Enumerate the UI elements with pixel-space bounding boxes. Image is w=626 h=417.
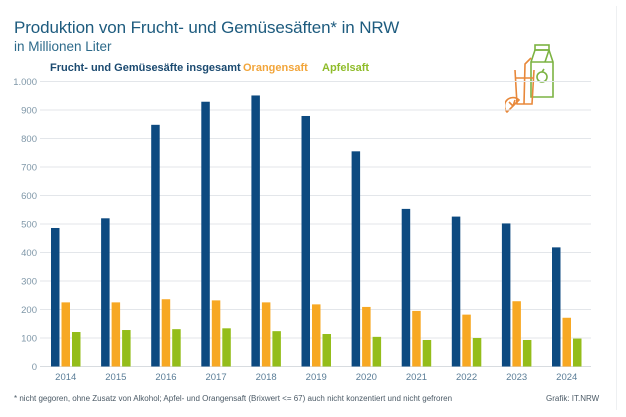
y-tick-label: 1.000: [13, 77, 37, 88]
y-tick-label: 200: [21, 305, 37, 316]
bar-total-2014: [51, 227, 60, 367]
bar-apple-juice-2022: [472, 338, 482, 367]
bar-orange-juice-2020: [362, 306, 371, 367]
bar-total-2022: [451, 216, 461, 367]
bar-total-2018: [251, 95, 260, 367]
x-tick-label: 2023: [506, 372, 527, 383]
x-tick-label: 2024: [556, 372, 577, 383]
x-tick-label: 2015: [105, 372, 126, 383]
y-tick-label: 0: [32, 362, 37, 373]
y-tick-label: 500: [21, 220, 37, 231]
bar-total-2019: [301, 115, 310, 367]
bar-apple-juice-2021: [422, 339, 432, 367]
source-credit: Grafik: IT.NRW: [546, 394, 600, 403]
legend-item-apple-juice: Apfelsaft: [322, 62, 370, 74]
legend-item-total: Frucht- und Gemüsesäfte insgesamt: [50, 62, 241, 74]
bar-apple-juice-2016: [172, 329, 181, 367]
x-tick-label: 2016: [155, 372, 176, 383]
bar-orange-juice-2024: [562, 317, 571, 367]
bar-apple-juice-2019: [322, 334, 331, 367]
bar-total-2015: [101, 218, 110, 367]
bar-orange-juice-2014: [61, 302, 70, 367]
bar-total-2024: [552, 247, 561, 367]
orange-juice-glass-icon: [505, 57, 535, 114]
bar-orange-juice-2018: [261, 302, 271, 367]
y-tick-label: 300: [21, 277, 37, 288]
chart-title: Produktion von Frucht- und Gemüsesäften*…: [14, 18, 400, 37]
x-tick-label: 2020: [356, 372, 377, 383]
x-tick-label: 2017: [205, 372, 226, 383]
bar-orange-juice-2023: [512, 301, 521, 367]
bar-orange-juice-2021: [412, 310, 421, 367]
y-tick-label: 100: [21, 334, 37, 345]
x-tick-label: 2014: [55, 372, 76, 383]
bar-apple-juice-2015: [122, 330, 131, 367]
bar-apple-juice-2014: [72, 332, 81, 367]
y-tick-label: 800: [21, 134, 37, 145]
x-axis-ticks: 2014 2015 2016 2017 2018 2019 2020 2021 2022 2023…: [55, 372, 577, 383]
bar-apple-juice-2023: [522, 339, 532, 367]
bar-total-2023: [501, 223, 511, 367]
y-tick-label: 700: [21, 163, 37, 174]
legend-item-orange-juice: Orangensaft: [243, 62, 308, 74]
bar-apple-juice-2024: [573, 338, 582, 367]
x-tick-label: 2021: [406, 372, 427, 383]
bar-total-2016: [151, 124, 160, 367]
bar-total-2017: [201, 101, 210, 367]
bars: [51, 95, 582, 367]
panel-divider: [616, 6, 617, 410]
bar-orange-juice-2016: [161, 299, 171, 367]
bar-apple-juice-2018: [272, 331, 281, 367]
bar-apple-juice-2020: [372, 336, 382, 367]
bar-orange-juice-2017: [211, 300, 221, 367]
x-tick-label: 2018: [256, 372, 277, 383]
x-tick-label: 2019: [306, 372, 327, 383]
y-axis-ticks: 0 100 200 300 400 500 600 700 800 900 1.000: [13, 77, 37, 373]
footnote: * nicht gegoren, ohne Zusatz von Alkohol…: [14, 394, 453, 403]
y-tick-label: 400: [21, 248, 37, 259]
bar-apple-juice-2017: [222, 328, 231, 367]
x-tick-label: 2022: [456, 372, 477, 383]
bar-total-2020: [351, 151, 361, 367]
chart-subtitle: in Millionen Liter: [14, 39, 112, 54]
y-tick-label: 600: [21, 191, 37, 202]
bar-orange-juice-2015: [111, 302, 121, 367]
bar-orange-juice-2022: [462, 314, 471, 367]
bar-orange-juice-2019: [312, 304, 321, 367]
bar-total-2021: [401, 208, 411, 367]
y-tick-label: 900: [21, 106, 37, 117]
